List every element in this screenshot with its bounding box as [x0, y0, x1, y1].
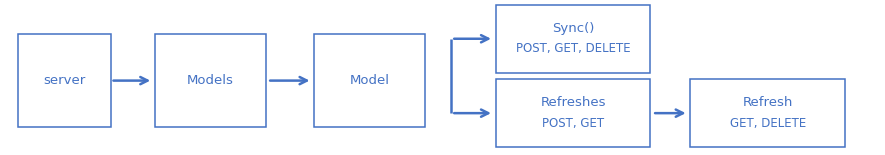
FancyBboxPatch shape — [496, 5, 650, 73]
FancyBboxPatch shape — [496, 79, 650, 147]
Text: POST, GET, DELETE: POST, GET, DELETE — [516, 42, 630, 55]
Text: server: server — [43, 74, 85, 87]
Text: GET, DELETE: GET, DELETE — [729, 117, 806, 130]
Text: POST, GET: POST, GET — [542, 117, 604, 130]
Text: Refreshes: Refreshes — [540, 96, 606, 109]
Text: Model: Model — [350, 74, 389, 87]
FancyBboxPatch shape — [314, 34, 425, 127]
FancyBboxPatch shape — [155, 34, 266, 127]
FancyBboxPatch shape — [18, 34, 111, 127]
Text: Sync(): Sync() — [552, 22, 594, 35]
Text: Models: Models — [187, 74, 234, 87]
Text: Refresh: Refresh — [743, 96, 793, 109]
FancyBboxPatch shape — [690, 79, 845, 147]
